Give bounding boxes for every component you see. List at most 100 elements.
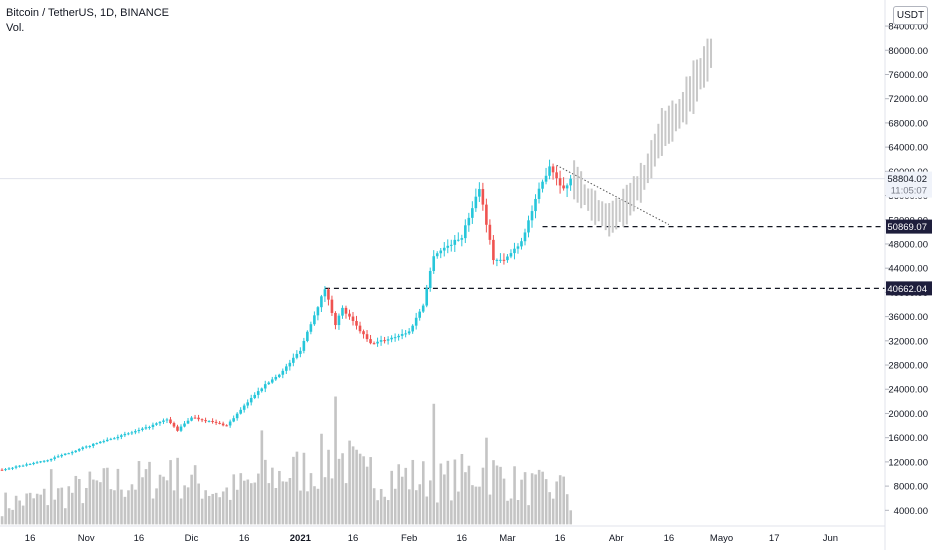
candle-up	[467, 217, 471, 226]
volume-bar	[260, 430, 264, 525]
volume-bar	[35, 493, 39, 525]
candle-down	[492, 239, 495, 261]
candle-up	[158, 421, 162, 424]
candle-up	[295, 353, 299, 358]
candle-up	[292, 357, 295, 363]
price-tick-label: 32000.00	[888, 336, 928, 347]
volume-bar	[481, 467, 485, 525]
volume-bar	[478, 486, 481, 525]
volume-bar	[144, 469, 148, 525]
candle-up	[123, 433, 127, 436]
volume-bar	[200, 498, 204, 525]
time-tick-label: 2021	[290, 533, 312, 544]
volume-bar	[242, 480, 246, 525]
candle-up	[393, 337, 397, 339]
candle-up	[464, 225, 467, 239]
candle-down	[197, 417, 200, 420]
price-tick-label: 28000.00	[888, 361, 928, 372]
volume-bar	[358, 453, 362, 525]
volume-bar	[109, 489, 113, 525]
volume-bar	[63, 508, 67, 525]
symbol-title[interactable]: Bitcoin / TetherUS, 1D, BINANCE	[6, 7, 170, 19]
price-tick-label: 12000.00	[888, 457, 928, 468]
price-tick-label: 24000.00	[888, 385, 928, 396]
volume-bar	[551, 498, 555, 525]
price-tick-label: 64000.00	[888, 143, 928, 154]
candle-up	[74, 450, 78, 453]
candle-up	[425, 288, 429, 306]
candle-down	[334, 312, 337, 326]
candle-up	[7, 468, 11, 470]
candle-up	[478, 189, 481, 197]
candle-up	[569, 178, 572, 186]
volume-bar	[344, 483, 348, 525]
level-label: 50869.07	[887, 222, 927, 233]
candle-up	[35, 462, 39, 464]
candle-down	[351, 316, 355, 321]
volume-bar	[172, 490, 176, 525]
price-axis: 4000.00 8000.00 12000.00 16000.00 20000.00 24…	[884, 0, 928, 550]
volume-bar	[28, 492, 32, 525]
volume-bar	[225, 487, 229, 525]
volume-bar	[271, 467, 274, 525]
time-tick-label: 16	[664, 533, 675, 544]
candle-down	[481, 189, 485, 205]
candle-down	[344, 307, 348, 314]
volume-bar	[390, 470, 394, 525]
volume-bar	[372, 488, 376, 525]
volume-bar	[464, 472, 467, 525]
volume-bar	[520, 479, 523, 525]
candle-up	[446, 245, 450, 248]
candle-up	[130, 432, 134, 434]
trendline-layer	[556, 164, 670, 226]
volume-bar	[148, 461, 151, 525]
volume-bar	[49, 469, 53, 525]
candle-up	[270, 379, 274, 383]
candle-up	[91, 443, 95, 447]
volume-bar	[513, 466, 516, 525]
volume-bar	[141, 477, 144, 525]
candle-up	[302, 340, 306, 351]
volume-bar	[71, 492, 74, 525]
candle-up	[306, 331, 309, 341]
volume-bar	[471, 485, 474, 525]
volume-bar	[53, 499, 57, 525]
candle-up	[397, 335, 400, 338]
currency-unit-button[interactable]: USDT	[893, 6, 928, 25]
candle-up	[14, 466, 18, 468]
volume-bar	[351, 446, 355, 525]
candle-up	[411, 325, 414, 332]
time-tick-label: 16	[457, 533, 468, 544]
candle-up	[106, 439, 109, 442]
candle-up	[77, 448, 81, 451]
volume-bar	[14, 495, 18, 525]
candle-up	[288, 362, 292, 367]
volume-bar	[436, 502, 439, 525]
candle-up	[232, 418, 235, 422]
candle-down	[555, 172, 558, 179]
level-label-bg	[886, 281, 932, 296]
volume-bar	[569, 510, 573, 525]
candle-down	[362, 331, 365, 335]
volume-bar	[7, 508, 11, 525]
volume-indicator-label[interactable]: Vol.	[6, 22, 25, 34]
candle-up	[541, 181, 544, 189]
volume-bar	[537, 469, 541, 525]
candle-up	[84, 446, 88, 448]
volume-bar	[81, 503, 85, 525]
candle-up	[457, 239, 460, 241]
candle-countdown: 11:05:07	[891, 186, 927, 197]
candle-down	[348, 313, 351, 317]
candle-up	[299, 350, 302, 354]
volume-bar	[120, 489, 123, 525]
volume-bar	[397, 464, 401, 525]
candle-down	[225, 425, 228, 427]
time-tick-label: Mayo	[710, 533, 733, 544]
candle-up	[21, 465, 25, 467]
candle-up	[165, 419, 169, 421]
candle-up	[60, 454, 63, 457]
volume-bar	[562, 476, 565, 525]
candle-up	[246, 402, 249, 406]
